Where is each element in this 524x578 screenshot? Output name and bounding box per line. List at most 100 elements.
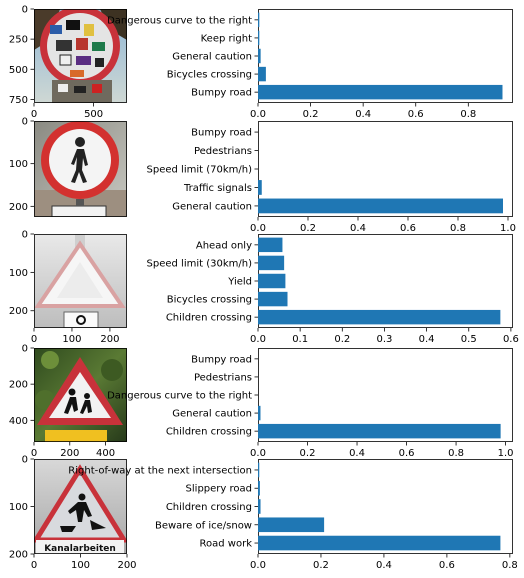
image-x-tick-label: 400 <box>96 448 115 459</box>
bar-x-tick-label: 0.2 <box>303 109 319 120</box>
image-y-tick-label: 100 <box>9 159 28 170</box>
category-label: Road work <box>200 539 253 550</box>
image-x-tick-label: 0 <box>31 334 37 345</box>
bar-x-tick-label: 0.1 <box>292 334 308 345</box>
bar-x-tick-label: 0.6 <box>439 560 455 571</box>
probability-bar <box>258 405 261 421</box>
bar-x-tick-label: 1.0 <box>498 448 514 459</box>
image-axes-frame <box>34 9 127 103</box>
category-label: General caution <box>172 409 252 420</box>
bar-x-tick-label: 0.0 <box>250 109 266 120</box>
plate-text: Kanalarbeiten <box>44 544 116 554</box>
probability-bar <box>258 237 283 253</box>
image-axes-frame <box>34 348 127 442</box>
category-label: Bumpy road <box>191 354 252 365</box>
category-label: Children crossing <box>166 313 252 324</box>
image-x-tick-label: 200 <box>117 560 136 571</box>
image-y-tick-label: 500 <box>9 65 28 76</box>
image-y-tick-label: 200 <box>9 202 28 213</box>
image-panel-2 <box>34 121 127 217</box>
probability-bar <box>258 517 325 533</box>
probability-bar <box>258 535 501 551</box>
category-label: Pedestrians <box>194 372 252 383</box>
category-label: Children crossing <box>166 502 252 513</box>
category-label: Children crossing <box>166 427 252 438</box>
category-label: Speed limit (30km/h) <box>147 258 253 269</box>
probability-bar <box>258 499 261 514</box>
image-y-tick-label: 0 <box>22 117 28 128</box>
image-y-tick-label: 750 <box>9 95 28 106</box>
image-axes-frame <box>34 459 127 554</box>
category-label: Ahead only <box>196 240 252 251</box>
category-label: Slippery road <box>186 484 252 495</box>
image-y-tick-label: 200 <box>9 550 28 561</box>
image-y-tick-label: 0 <box>22 5 28 16</box>
probability-bar <box>258 309 501 325</box>
bar-x-tick-label: 0.4 <box>349 448 365 459</box>
image-x-tick-label: 100 <box>71 560 90 571</box>
bar-axes-frame <box>258 348 513 442</box>
probability-bar <box>258 255 285 271</box>
image-axes-frame <box>34 234 127 328</box>
probability-bar <box>258 273 286 289</box>
image-x-tick-label: 0 <box>31 109 37 120</box>
category-label: Bicycles crossing <box>167 295 252 306</box>
category-label: Speed limit (70km/h) <box>147 165 253 176</box>
bar-x-tick-label: 0.6 <box>400 223 416 234</box>
probability-bar <box>258 48 261 64</box>
bar-x-tick-label: 0.3 <box>376 334 392 345</box>
bar-x-tick-label: 0.0 <box>250 448 266 459</box>
image-panel-5: Kanalarbeiten <box>34 459 127 554</box>
category-label: Keep right <box>201 33 252 44</box>
probability-bar <box>258 12 260 28</box>
bar-x-tick-label: 0.4 <box>376 560 392 571</box>
image-panel-3 <box>34 234 127 328</box>
image-y-tick-label: 200 <box>9 380 28 391</box>
category-label: Bumpy road <box>191 88 252 99</box>
probability-bar <box>258 291 288 307</box>
category-label: Beware of ice/snow <box>155 520 252 531</box>
bar-x-tick-label: 0.6 <box>503 334 519 345</box>
bar-x-tick-label: 0.4 <box>350 223 366 234</box>
category-label: General caution <box>172 52 252 63</box>
probability-bar <box>258 423 501 439</box>
bar-x-tick-label: 0.2 <box>334 334 350 345</box>
category-label: Yield <box>227 277 252 288</box>
image-y-tick-label: 250 <box>9 35 28 46</box>
category-label: Dangerous curve to the right <box>107 15 252 26</box>
image-x-tick-label: 0 <box>31 560 37 571</box>
image-x-tick-label: 200 <box>100 334 119 345</box>
image-y-tick-label: 0 <box>22 344 28 355</box>
bar-x-tick-label: 0.6 <box>399 448 415 459</box>
image-y-tick-label: 200 <box>9 306 28 317</box>
bar-x-tick-label: 1.0 <box>500 223 516 234</box>
image-y-tick-label: 100 <box>9 502 28 513</box>
image-panel-4 <box>34 348 127 442</box>
image-axes-frame <box>34 121 127 217</box>
category-label: General caution <box>172 201 252 212</box>
probability-bar <box>258 198 503 214</box>
bar-x-tick-label: 0.0 <box>250 223 266 234</box>
category-label: Right-of-way at the next intersection <box>68 465 252 476</box>
image-panel-1 <box>34 9 127 103</box>
probability-bar <box>258 30 260 46</box>
image-y-tick-label: 100 <box>9 268 28 279</box>
image-x-tick-label: 0 <box>31 448 37 459</box>
bar-x-tick-label: 0.2 <box>313 560 329 571</box>
image-x-tick-label: 200 <box>60 448 79 459</box>
bar-x-tick-label: 0.8 <box>460 109 476 120</box>
probability-bar <box>258 84 503 100</box>
bar-axes-frame <box>258 121 513 217</box>
image-x-tick-label: 500 <box>84 109 103 120</box>
bar-x-tick-label: 0.5 <box>461 334 477 345</box>
category-label: Bicycles crossing <box>167 70 252 81</box>
probability-bar <box>258 66 266 82</box>
image-y-tick-label: 0 <box>22 230 28 241</box>
bar-x-tick-label: 0.8 <box>502 560 518 571</box>
category-label: Pedestrians <box>194 146 252 157</box>
probability-bar <box>258 462 260 478</box>
category-label: Bumpy road <box>191 128 252 139</box>
bar-x-tick-label: 0.8 <box>448 448 464 459</box>
image-y-tick-label: 400 <box>9 416 28 427</box>
